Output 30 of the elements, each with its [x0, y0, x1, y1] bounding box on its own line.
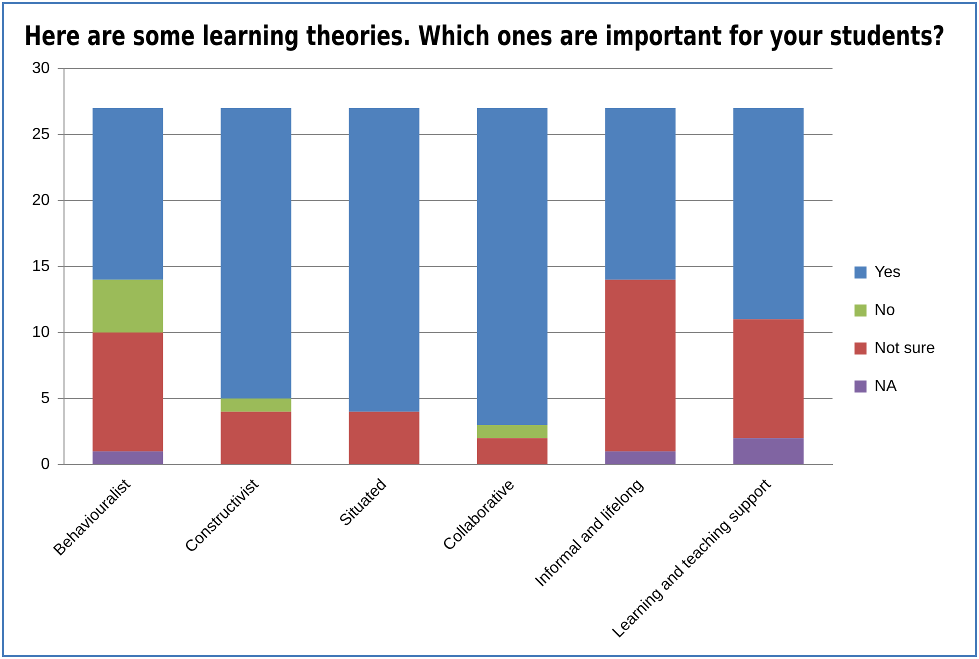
- legend-label: NA: [874, 378, 898, 395]
- y-tick-label: 15: [32, 258, 50, 275]
- legend-label: No: [874, 302, 896, 319]
- bar: [92, 280, 164, 333]
- y-tick-label: 0: [40, 456, 50, 473]
- y-tick-label: 30: [32, 60, 50, 77]
- bar: [92, 451, 164, 464]
- chart-title: Here are some learning theories. Which ones are important for your students?: [24, 20, 945, 52]
- bar: [605, 451, 676, 464]
- bar: [348, 108, 420, 412]
- bar: [220, 412, 292, 464]
- bar: [605, 280, 676, 452]
- bar: [220, 398, 292, 412]
- bar: [476, 438, 548, 464]
- bar: [476, 424, 548, 438]
- y-tick-label: 20: [32, 192, 50, 209]
- bar: [220, 108, 292, 399]
- bar: [476, 108, 548, 425]
- bar: [605, 108, 676, 280]
- bar: [348, 412, 420, 464]
- y-tick-label: 25: [32, 126, 50, 143]
- legend-label: Yes: [874, 264, 901, 281]
- bar: [733, 108, 804, 320]
- legend-label: Not sure: [874, 340, 936, 357]
- bar: [733, 438, 804, 464]
- bar: [733, 319, 804, 438]
- y-tick-label: 10: [32, 324, 50, 341]
- bar: [92, 332, 164, 452]
- y-tick-label: 5: [40, 390, 50, 407]
- bar: [92, 108, 164, 280]
